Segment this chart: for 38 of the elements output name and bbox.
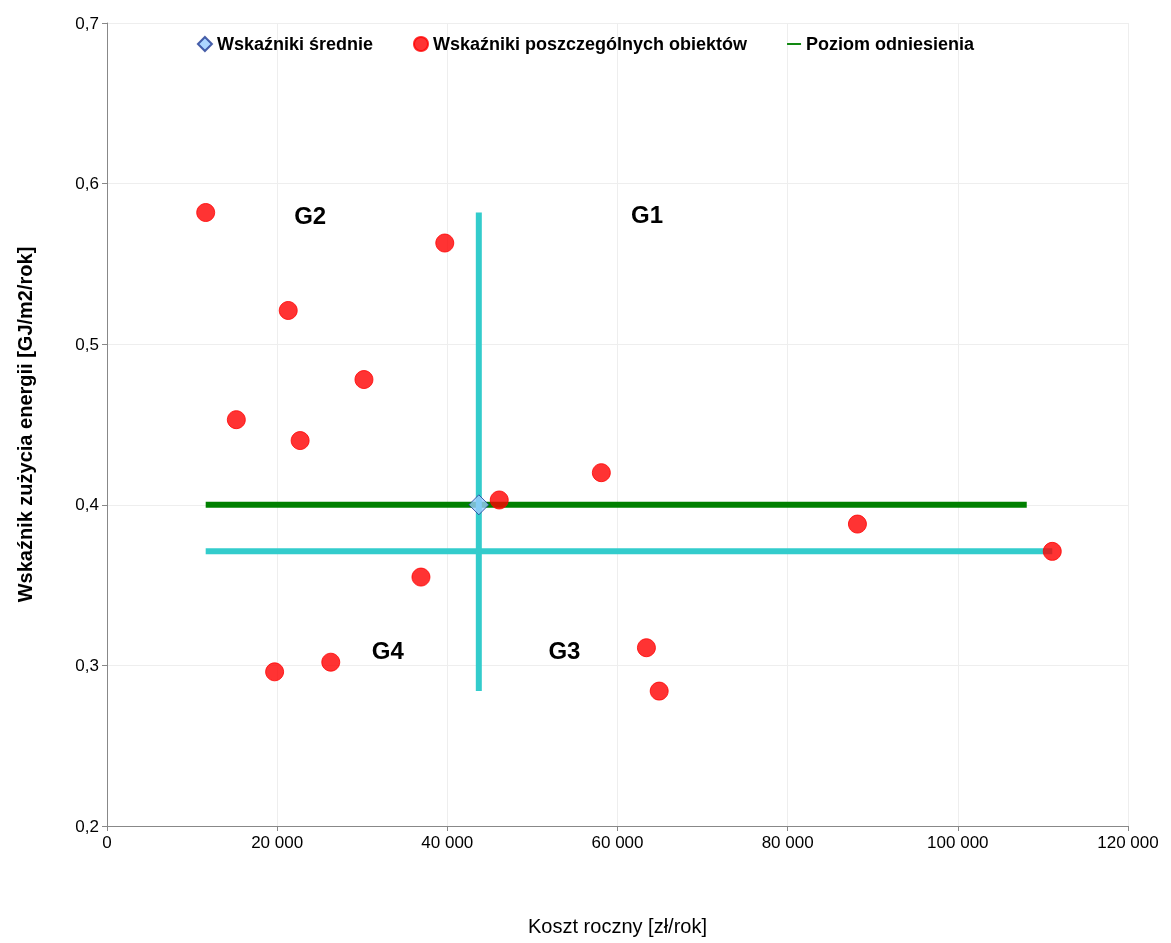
legend-label: Wskaźniki średnie [216,34,373,54]
y-tick-label: 0,7 [75,13,99,33]
x-axis-title: Koszt roczny [zł/rok] [528,915,707,937]
point [468,494,490,516]
point [636,638,656,658]
y-tick-label: 0,4 [75,495,99,515]
point [847,514,867,534]
point [354,370,374,390]
annotation: G4 [371,636,405,664]
point [1042,541,1062,561]
annotation: G1 [631,200,664,228]
y-tick-label: 0,5 [75,334,99,354]
point [290,431,310,451]
x-tick-label: 100 000 [927,833,989,852]
x-tick-label: 60 000 [591,833,644,852]
x-tick-label: 0 [102,833,112,852]
point [411,567,431,587]
point [278,300,298,320]
point [435,233,455,253]
legend-label: Poziom odniesienia [806,34,976,54]
point [649,681,669,701]
y-axis-title: Wskaźnik zużycia energii [GJ/m2/rok] [14,246,36,603]
point [265,662,285,682]
annotation: G3 [548,636,581,664]
point [196,203,216,222]
point [591,463,611,483]
x-tick-label: 120 000 [1097,833,1159,852]
y-tick-label: 0,3 [75,655,99,675]
annotation: G2 [294,202,327,230]
x-tick-label: 20 000 [251,833,304,852]
x-tick-label: 80 000 [761,833,814,852]
y-tick-label: 0,6 [75,174,99,194]
y-tick-label: 0,2 [75,816,99,836]
point [226,410,246,430]
point [489,490,509,510]
x-tick-label: 40 000 [421,833,474,852]
point [321,652,341,672]
legend-label: Wskaźniki poszczególnych obiektów [432,34,749,54]
